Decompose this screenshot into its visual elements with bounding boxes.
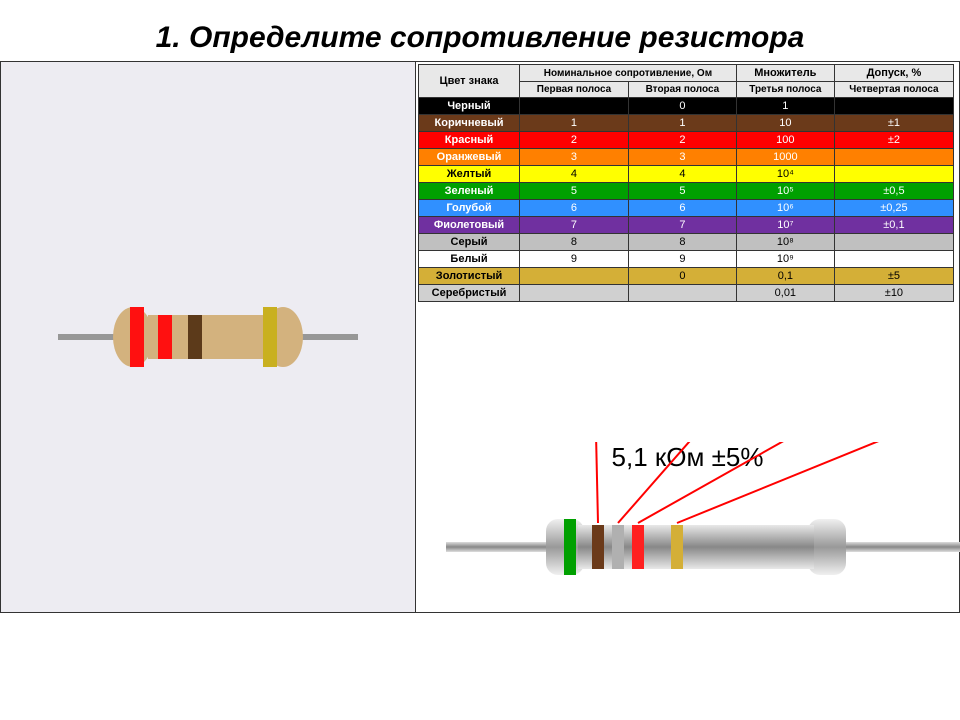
- content-area: Цвет знака Номинальное сопротивление, Ом…: [0, 61, 960, 613]
- digit2-cell: 6: [628, 200, 736, 217]
- digit1-cell: 9: [520, 251, 629, 268]
- color-row: Серебристый 0,01 ±10: [419, 285, 954, 302]
- digit1-cell: [520, 285, 629, 302]
- color-name-cell: Серебристый: [419, 285, 520, 302]
- digit2-cell: 1: [628, 115, 736, 132]
- color-name-cell: Желтый: [419, 166, 520, 183]
- color-code-table-wrap: Цвет знака Номинальное сопротивление, Ом…: [416, 62, 959, 302]
- tol-cell: ±0,25: [834, 200, 953, 217]
- digit1-cell: 6: [520, 200, 629, 217]
- tol-cell: ±0,1: [834, 217, 953, 234]
- digit2-cell: 8: [628, 234, 736, 251]
- digit2-cell: 4: [628, 166, 736, 183]
- tol-cell: [834, 251, 953, 268]
- mult-cell: 10⁴: [736, 166, 834, 183]
- th-band4: Четвертая полоса: [834, 82, 953, 98]
- color-row: Серый 8 8 10⁸: [419, 234, 954, 251]
- digit1-cell: 3: [520, 149, 629, 166]
- page-title: 1. Определите сопротивление резистора: [0, 0, 960, 56]
- example-band: [671, 525, 683, 569]
- th-tol: Допуск, %: [834, 65, 953, 82]
- mult-cell: 10⁹: [736, 251, 834, 268]
- th-band1: Первая полоса: [520, 82, 629, 98]
- color-row: Желтый 4 4 10⁴: [419, 166, 954, 183]
- digit2-cell: 7: [628, 217, 736, 234]
- th-nominal: Номинальное сопротивление, Ом: [520, 65, 737, 82]
- mult-cell: 0,01: [736, 285, 834, 302]
- example-band: [612, 525, 624, 569]
- color-row: Красный 2 2 100 ±2: [419, 132, 954, 149]
- color-name-cell: Голубой: [419, 200, 520, 217]
- resistor-band: [263, 307, 277, 367]
- color-name-cell: Золотистый: [419, 268, 520, 285]
- tol-cell: [834, 166, 953, 183]
- color-row: Белый 9 9 10⁹: [419, 251, 954, 268]
- tol-cell: ±1: [834, 115, 953, 132]
- digit2-cell: 9: [628, 251, 736, 268]
- left-resistor-panel: [1, 62, 416, 612]
- tol-cell: ±2: [834, 132, 953, 149]
- digit1-cell: 1: [520, 115, 629, 132]
- tol-cell: ±0,5: [834, 183, 953, 200]
- color-row: Оранжевый 3 3 1000: [419, 149, 954, 166]
- color-name-cell: Коричневый: [419, 115, 520, 132]
- th-band3: Третья полоса: [736, 82, 834, 98]
- digit2-cell: 5: [628, 183, 736, 200]
- resistor-band: [130, 307, 144, 367]
- tol-cell: ±5: [834, 268, 953, 285]
- digit2-cell: [628, 285, 736, 302]
- tol-cell: [834, 149, 953, 166]
- color-name-cell: Красный: [419, 132, 520, 149]
- digit1-cell: 7: [520, 217, 629, 234]
- color-name-cell: Белый: [419, 251, 520, 268]
- color-name-cell: Зеленый: [419, 183, 520, 200]
- color-row: Черный 0 1: [419, 98, 954, 115]
- digit1-cell: 2: [520, 132, 629, 149]
- example-diagram: 5,1 кОм ±5%: [416, 442, 959, 622]
- mult-cell: 0,1: [736, 268, 834, 285]
- digit1-cell: 8: [520, 234, 629, 251]
- digit2-cell: 2: [628, 132, 736, 149]
- mult-cell: 1: [736, 98, 834, 115]
- th-mult: Множитель: [736, 65, 834, 82]
- resistor-band: [188, 315, 202, 359]
- color-row: Голубой 6 6 10⁶ ±0,25: [419, 200, 954, 217]
- tol-cell: [834, 98, 953, 115]
- color-name-cell: Оранжевый: [419, 149, 520, 166]
- digit1-cell: [520, 98, 629, 115]
- mult-cell: 10⁷: [736, 217, 834, 234]
- color-name-cell: Серый: [419, 234, 520, 251]
- mult-cell: 10⁸: [736, 234, 834, 251]
- resistor-diagram-left: [58, 297, 358, 377]
- tol-cell: [834, 234, 953, 251]
- digit1-cell: [520, 268, 629, 285]
- tol-cell: ±10: [834, 285, 953, 302]
- th-band2: Вторая полоса: [628, 82, 736, 98]
- mult-cell: 1000: [736, 149, 834, 166]
- digit2-cell: 3: [628, 149, 736, 166]
- example-band: [632, 525, 644, 569]
- right-panel: Цвет знака Номинальное сопротивление, Ом…: [416, 62, 959, 612]
- mult-cell: 10⁵: [736, 183, 834, 200]
- digit1-cell: 4: [520, 166, 629, 183]
- digit2-cell: 0: [628, 268, 736, 285]
- color-row: Зеленый 5 5 10⁵ ±0,5: [419, 183, 954, 200]
- mult-cell: 10: [736, 115, 834, 132]
- mult-cell: 100: [736, 132, 834, 149]
- color-row: Фиолетовый 7 7 10⁷ ±0,1: [419, 217, 954, 234]
- digit2-cell: 0: [628, 98, 736, 115]
- color-name-cell: Черный: [419, 98, 520, 115]
- example-resistor: [546, 517, 846, 577]
- example-band: [592, 525, 604, 569]
- color-row: Коричневый 1 1 10 ±1: [419, 115, 954, 132]
- example-band: [564, 519, 576, 575]
- color-name-cell: Фиолетовый: [419, 217, 520, 234]
- digit1-cell: 5: [520, 183, 629, 200]
- th-color: Цвет знака: [419, 65, 520, 98]
- color-row: Золотистый 0 0,1 ±5: [419, 268, 954, 285]
- mult-cell: 10⁶: [736, 200, 834, 217]
- color-code-table: Цвет знака Номинальное сопротивление, Ом…: [418, 64, 954, 302]
- resistor-band: [158, 315, 172, 359]
